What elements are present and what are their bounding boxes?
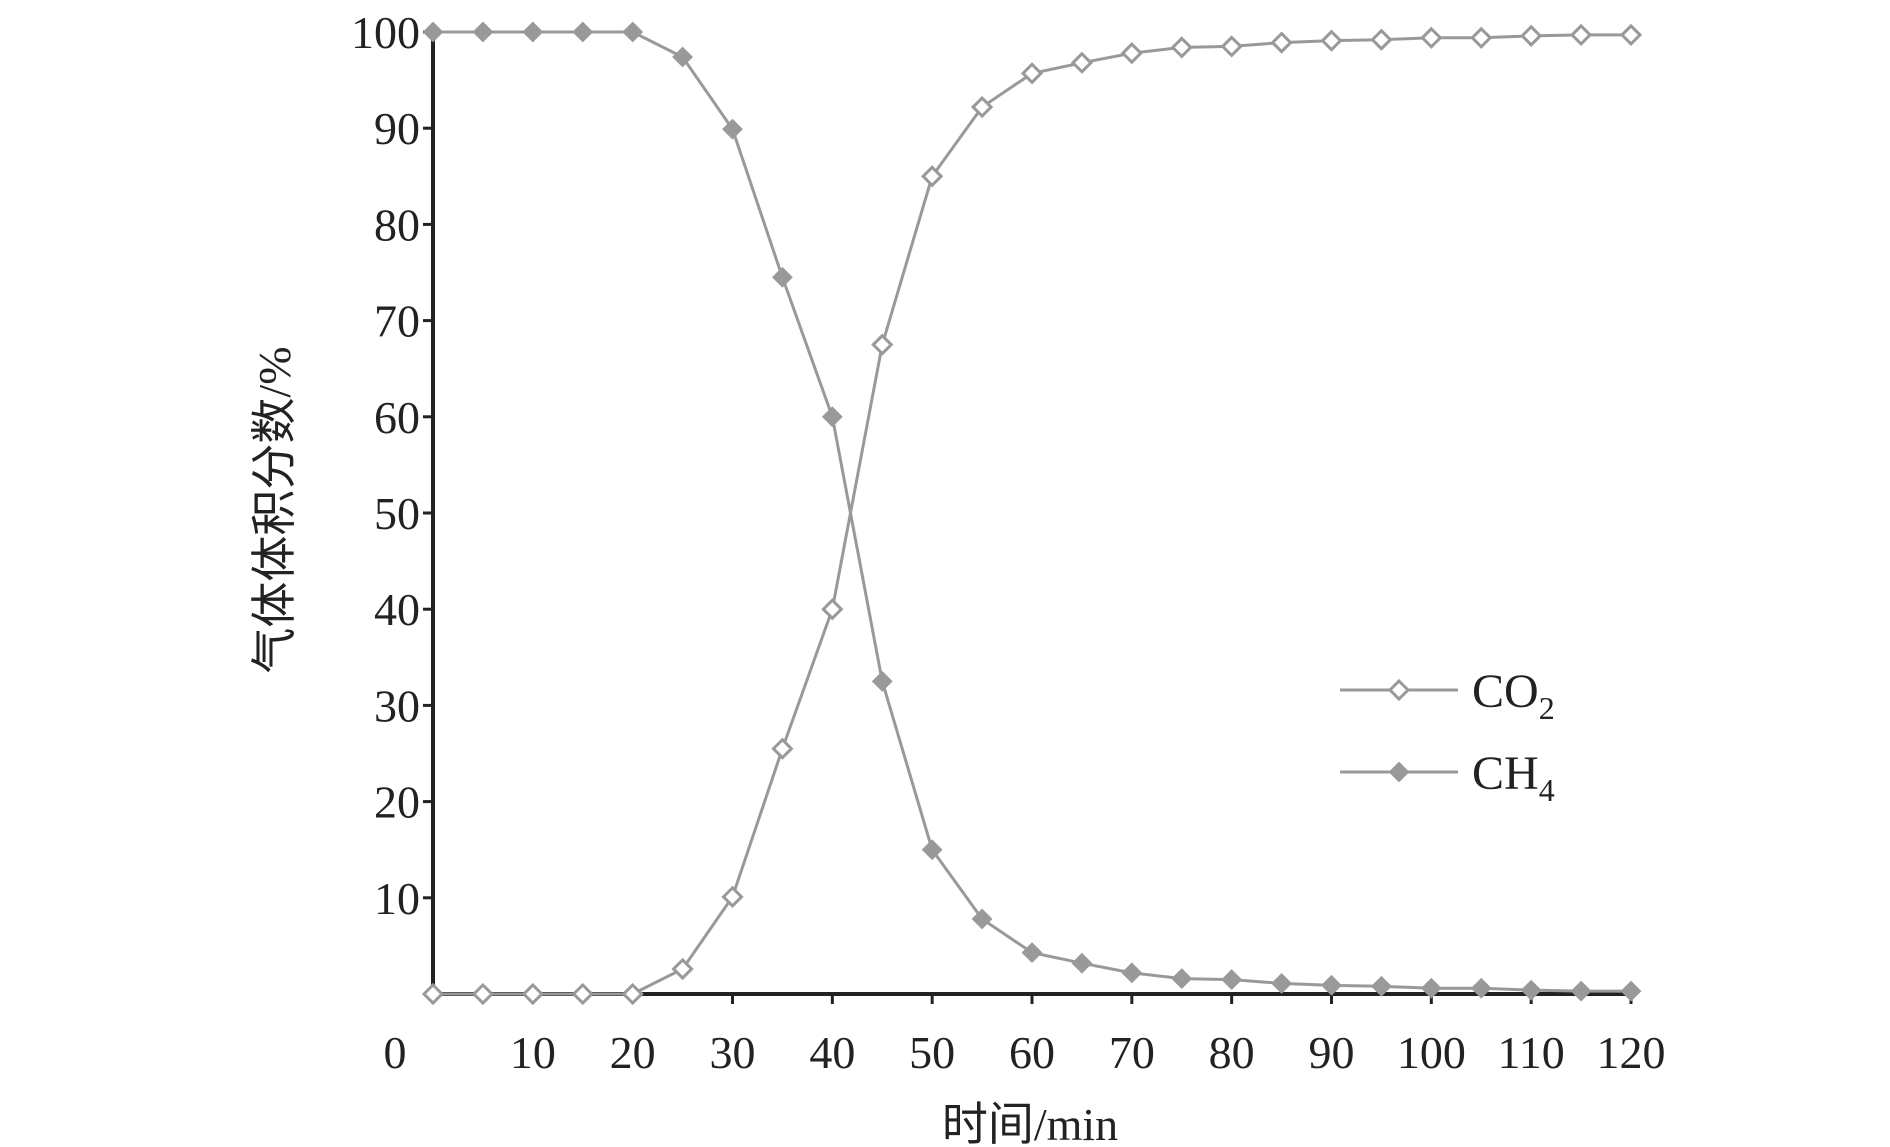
- data-point: [421, 982, 445, 1006]
- y-axis-ticks: 10 20 30 40 50 60 70 80 90 100: [351, 7, 433, 924]
- data-point: [1470, 26, 1493, 49]
- legend-label: CO2: [1472, 665, 1555, 726]
- data-point: [772, 266, 793, 288]
- y-tick-label: 10: [374, 873, 420, 924]
- data-point: [1569, 23, 1593, 47]
- data-point: [921, 165, 944, 188]
- x-tick-label: 50: [909, 1027, 955, 1078]
- data-point: [1170, 36, 1193, 59]
- data-point: [1270, 31, 1293, 54]
- data-point: [721, 885, 744, 908]
- legend-item: CO2: [1340, 665, 1555, 726]
- data-point: [1171, 968, 1193, 990]
- series-1: [422, 21, 1642, 1002]
- x-tick-label: 10: [510, 1027, 556, 1078]
- data-point: [1371, 975, 1392, 997]
- x-axis-ticks: 0 10 20 30 40 50 60 70 80 90 100 110 120: [384, 994, 1666, 1078]
- x-tick-label: 70: [1109, 1027, 1155, 1078]
- x-tick-label: 60: [1009, 1027, 1055, 1078]
- data-point: [771, 737, 794, 760]
- data-point: [1271, 973, 1292, 994]
- series-layer: [421, 21, 1643, 1006]
- series-line: [433, 33, 1631, 996]
- data-point: [821, 598, 844, 621]
- data-point: [1321, 974, 1342, 996]
- data-point: [1071, 952, 1093, 974]
- data-point: [1570, 980, 1592, 1002]
- y-axis-title: 气体体积分数/%: [249, 346, 300, 673]
- y-tick-label: 70: [374, 296, 420, 347]
- data-point: [722, 118, 743, 140]
- y-tick-label: 20: [374, 777, 420, 828]
- data-point: [1370, 28, 1393, 51]
- data-point: [971, 908, 993, 930]
- data-point: [1320, 29, 1343, 52]
- x-tick-label: 30: [710, 1027, 756, 1078]
- x-tick-label: 120: [1597, 1027, 1666, 1078]
- data-point: [1520, 24, 1543, 47]
- x-tick-label: 20: [610, 1027, 656, 1078]
- legend-label: CH4: [1472, 747, 1555, 808]
- y-tick-label: 90: [374, 103, 420, 154]
- data-point: [821, 406, 843, 428]
- data-point: [921, 839, 943, 861]
- axes: [431, 32, 1631, 996]
- data-point: [671, 957, 694, 981]
- data-point: [1120, 42, 1143, 65]
- data-point: [422, 21, 444, 43]
- legend-item: CH4: [1340, 747, 1555, 808]
- legend-marker: [1387, 678, 1411, 702]
- data-point: [1619, 23, 1643, 47]
- data-point: [471, 982, 495, 1006]
- data-point: [521, 982, 544, 1006]
- y-tick-label: 100: [351, 7, 420, 58]
- legend-marker: [1388, 761, 1410, 783]
- series-line: [433, 30, 1631, 993]
- data-point: [1121, 962, 1143, 984]
- data-point: [871, 670, 893, 692]
- x-tick-label: 80: [1209, 1027, 1255, 1078]
- data-point: [572, 21, 594, 43]
- data-point: [1420, 977, 1442, 999]
- data-point: [622, 21, 644, 43]
- data-point: [1070, 51, 1094, 74]
- data-point: [1020, 62, 1044, 85]
- x-tick-label: 40: [809, 1027, 855, 1078]
- x-tick-label: 90: [1309, 1027, 1355, 1078]
- data-point: [522, 21, 544, 43]
- data-point: [472, 21, 494, 43]
- y-tick-label: 30: [374, 680, 420, 731]
- y-tick-label: 60: [374, 392, 420, 443]
- data-point: [1620, 980, 1642, 1002]
- data-point: [1470, 977, 1492, 999]
- data-point: [970, 95, 994, 119]
- data-point: [1021, 942, 1043, 964]
- x-tick-label: 110: [1498, 1027, 1565, 1078]
- data-point: [672, 46, 693, 68]
- x-axis-title: 时间/min: [942, 1099, 1118, 1147]
- data-point: [1220, 35, 1243, 58]
- y-tick-label: 40: [374, 584, 420, 635]
- y-tick-label: 80: [374, 199, 420, 250]
- data-point: [621, 982, 644, 1006]
- data-point: [871, 333, 894, 356]
- data-point: [571, 982, 594, 1006]
- data-point: [1221, 969, 1243, 990]
- x-tick-label: 0: [384, 1027, 407, 1078]
- series-0: [421, 23, 1643, 1006]
- x-tick-label: 100: [1397, 1027, 1466, 1078]
- data-point: [1520, 979, 1542, 1001]
- y-tick-label: 50: [374, 488, 420, 539]
- data-point: [1420, 26, 1443, 49]
